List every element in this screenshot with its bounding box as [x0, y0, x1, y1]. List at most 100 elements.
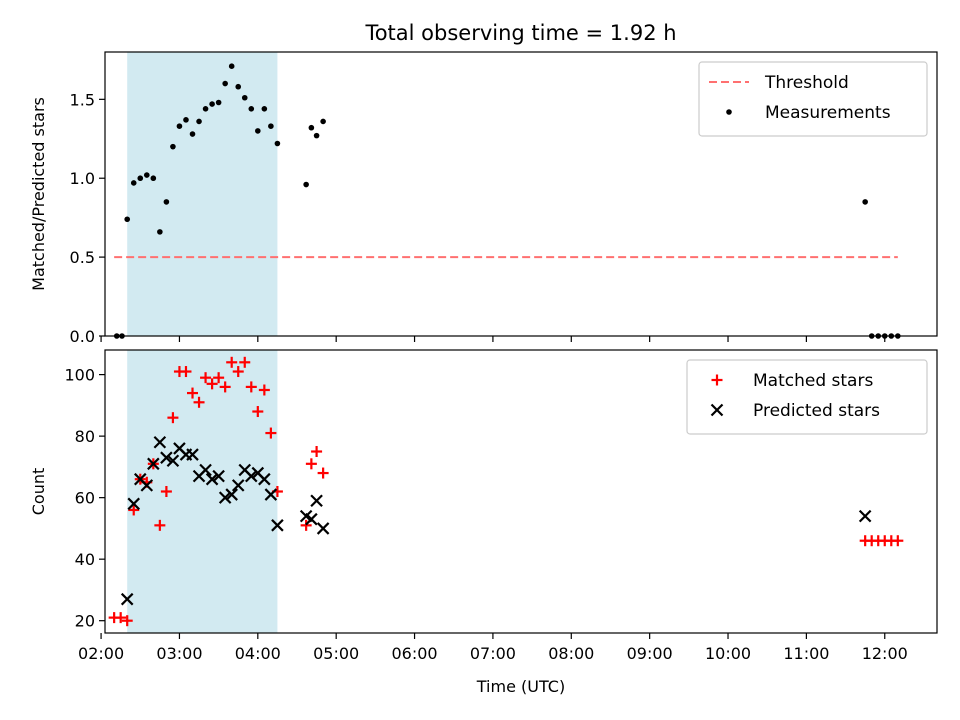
- x-tick-label: 02:00: [78, 644, 124, 663]
- matched-stars-point: [200, 372, 212, 384]
- measurement-point: [176, 123, 183, 129]
- measurement-point: [215, 99, 222, 106]
- count-panel: 20 40 60 80 100 02:00 03:00 04:00 05:00 06:00 07:…: [29, 349, 938, 663]
- x-axis-label: Time (UTC): [476, 677, 565, 696]
- y-tick-label: 20: [75, 612, 95, 631]
- predicted-stars-point: [140, 479, 154, 492]
- predicted-stars-point: [245, 469, 258, 483]
- matched-stars-point: [180, 366, 192, 378]
- ratio-panel-ylabel: Matched/Predicted stars: [29, 97, 48, 291]
- matched-stars-point: [213, 372, 225, 384]
- matched-stars-point: [232, 366, 244, 378]
- matched-stars-point: [245, 381, 257, 393]
- x-tick-label: 10:00: [705, 644, 751, 663]
- measurement-point: [163, 199, 170, 205]
- measurement-point: [248, 106, 255, 112]
- matched-stars-point: [115, 612, 127, 624]
- matched-stars-point: [160, 486, 172, 497]
- predicted-stars-point: [212, 469, 225, 483]
- measurement-point: [320, 118, 326, 125]
- predicted-stars-point: [186, 448, 199, 461]
- y-tick-label: 80: [75, 427, 95, 446]
- measurement-point: [183, 117, 189, 123]
- measurement-point: [303, 181, 309, 188]
- measurement-point: [235, 83, 242, 90]
- predicted-stars-point: [858, 509, 872, 523]
- predicted-stars-point: [310, 494, 323, 508]
- predicted-stars-point: [305, 512, 318, 526]
- measurement-point: [228, 63, 235, 69]
- count-panel-ylabel: Count: [29, 468, 48, 516]
- legend-label: Predicted stars: [753, 401, 880, 421]
- y-tick-label: 1.0: [70, 169, 95, 188]
- count-panel-frame: [104, 349, 938, 634]
- measurement-point: [124, 216, 131, 223]
- count-panel-legend: Matched stars Predicted stars: [686, 359, 928, 435]
- legend-label: Threshold: [764, 73, 849, 93]
- observing-window-band: [127, 350, 278, 633]
- measurement-point: [143, 172, 150, 178]
- matched-stars-point: [206, 378, 218, 390]
- measurement-point: [274, 140, 281, 147]
- y-tick-label: 40: [75, 550, 95, 569]
- x-tick-label: 06:00: [391, 644, 437, 663]
- y-tick-label: 60: [75, 489, 95, 508]
- predicted-stars-point: [147, 457, 160, 471]
- legend-plus-swatch: [711, 374, 723, 386]
- predicted-stars-point: [264, 488, 278, 501]
- predicted-stars-point: [166, 454, 180, 468]
- legend-frame: [698, 61, 928, 137]
- y-tick-label: 1.5: [70, 90, 95, 109]
- y-tick-label: 0.0: [70, 327, 95, 346]
- matched-stars-point: [154, 519, 166, 531]
- legend-frame: [686, 359, 928, 435]
- predicted-stars-point: [218, 491, 232, 504]
- x-tick-label: 11:00: [783, 644, 829, 663]
- measurement-point: [202, 106, 209, 112]
- predicted-stars-point: [127, 497, 141, 511]
- matched-stars-point: [239, 356, 251, 368]
- predicted-stars-point: [199, 463, 212, 477]
- measurement-point: [313, 132, 320, 139]
- matched-stars-point: [121, 615, 133, 627]
- chart-title: Total observing time = 1.92 h: [364, 21, 676, 45]
- matched-stars-point: [317, 467, 329, 479]
- ratio-panel: 0.0 0.5 1.0 1.5 Matched/Predicted stars Thr…: [29, 51, 938, 346]
- predicted-stars-point: [205, 472, 219, 486]
- matched-stars-point: [252, 406, 264, 418]
- x-tick-label: 12:00: [862, 644, 908, 663]
- legend-label: Matched stars: [753, 371, 873, 391]
- predicted-stars-point: [231, 479, 245, 492]
- matched-stars-point: [300, 519, 312, 531]
- matched-stars-point: [219, 381, 231, 393]
- measurement-point: [189, 131, 196, 137]
- measurement-point: [209, 101, 215, 107]
- matched-stars-point: [187, 387, 199, 399]
- ratio-panel-legend: Threshold Measurements: [698, 61, 928, 137]
- x-tick-label: 07:00: [470, 644, 516, 663]
- predicted-stars-point: [153, 436, 167, 449]
- legend-x-swatch: [710, 403, 724, 417]
- measurement-point: [130, 180, 137, 186]
- predicted-stars-point: [316, 522, 330, 535]
- measurement-point: [862, 199, 868, 205]
- measurement-point: [241, 94, 248, 101]
- predicted-stars-point: [258, 472, 271, 486]
- predicted-stars-point: [120, 592, 134, 606]
- matched-stars-point: [226, 356, 238, 368]
- matched-stars-point: [311, 446, 323, 458]
- measurement-point: [170, 143, 176, 150]
- measurement-point: [255, 128, 261, 134]
- y-tick-label: 0.5: [70, 248, 95, 267]
- legend-dot-swatch: [726, 109, 732, 115]
- x-tick-label: 05:00: [313, 644, 359, 663]
- measurement-point: [150, 175, 157, 182]
- x-tick-label: 04:00: [235, 644, 281, 663]
- ratio-panel-frame: [104, 51, 938, 337]
- matched-stars-point: [892, 535, 904, 547]
- measurement-point: [157, 229, 163, 235]
- y-tick-label: 100: [64, 366, 95, 385]
- matched-stars-point: [167, 412, 179, 424]
- measurement-point: [261, 106, 268, 112]
- predicted-stars-point: [225, 488, 238, 501]
